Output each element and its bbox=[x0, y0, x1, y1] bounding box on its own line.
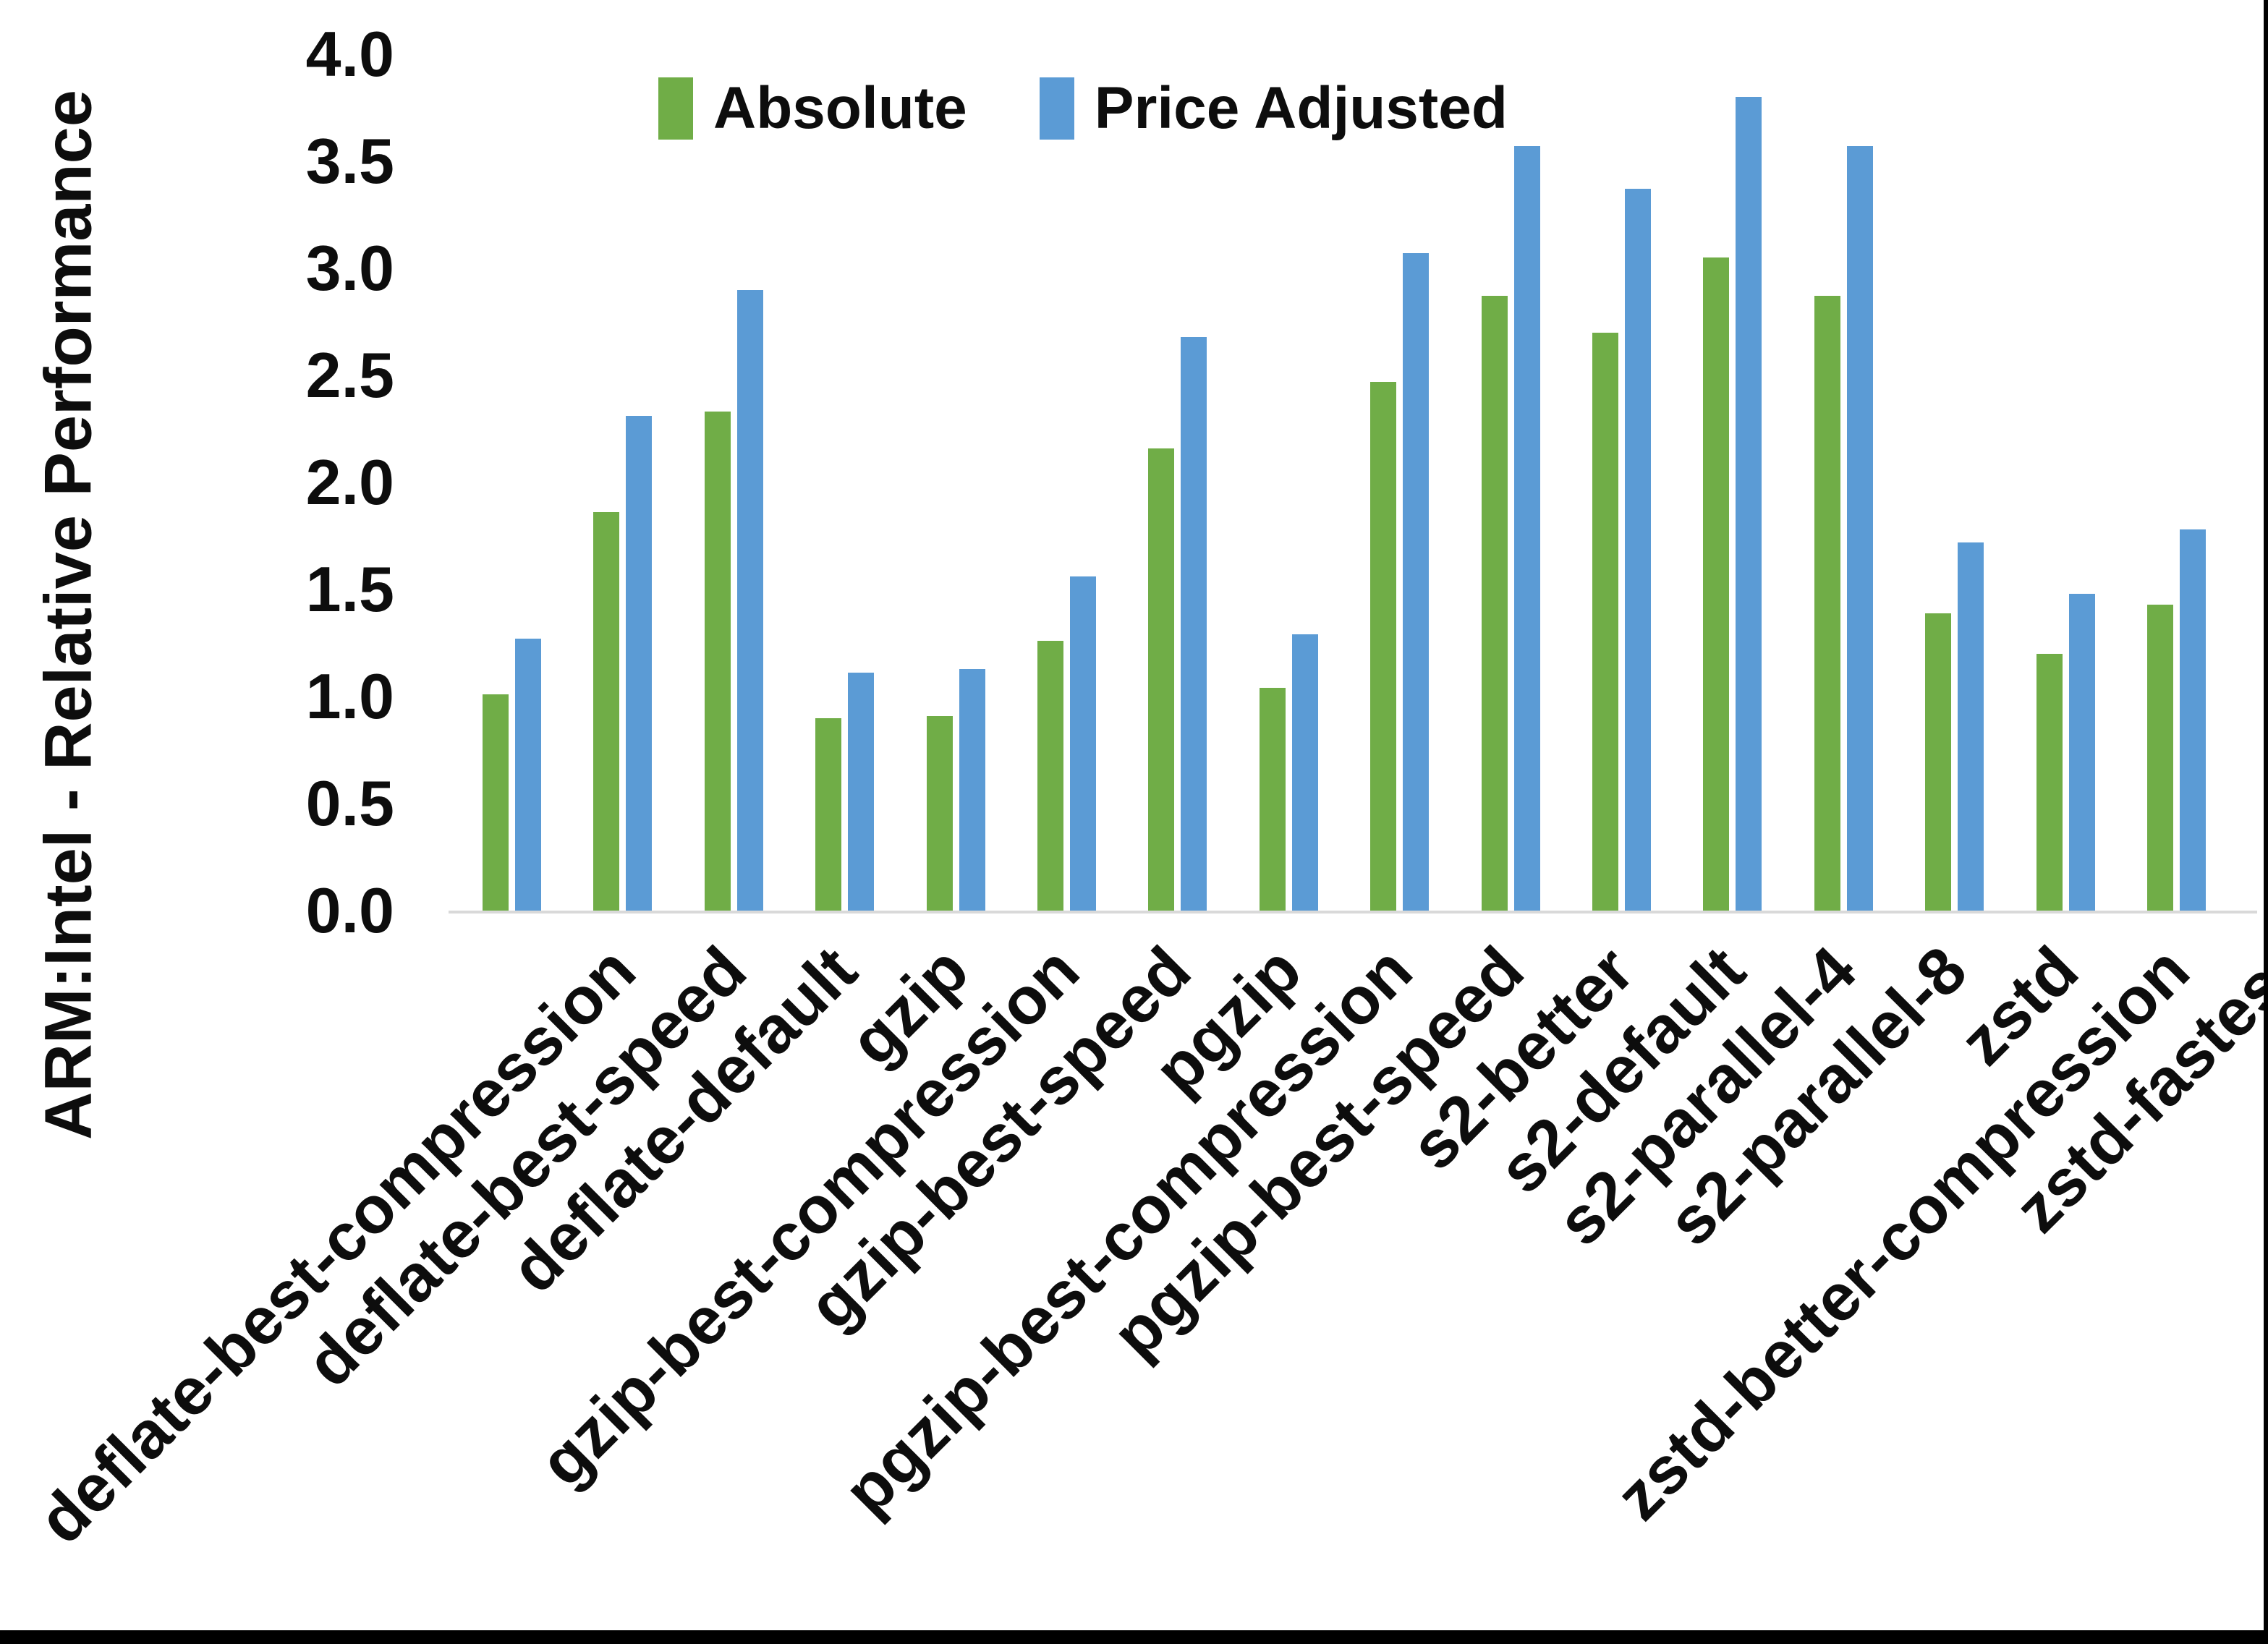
bar-price-adjusted-zstd-better-compression bbox=[2069, 594, 2095, 911]
bar-price-adjusted-pgzip bbox=[1181, 337, 1207, 911]
y-tick-label-3.0: 3.0 bbox=[305, 232, 394, 304]
bar-absolute-zstd-fastest bbox=[2147, 605, 2173, 911]
bar-price-adjusted-deflate-best-compression bbox=[515, 639, 541, 911]
y-tick-label-0.5: 0.5 bbox=[305, 767, 394, 839]
x-axis-line bbox=[449, 911, 2257, 913]
bar-absolute-s2-parallel-8 bbox=[1814, 296, 1840, 911]
legend-label-absolute: Absolute bbox=[713, 75, 967, 141]
bar-price-adjusted-gzip-best-speed bbox=[1070, 576, 1096, 911]
bar-price-adjusted-s2-parallel-4 bbox=[1736, 97, 1762, 911]
legend-swatch-absolute bbox=[658, 77, 693, 140]
y-tick-label-2.5: 2.5 bbox=[305, 339, 394, 411]
bar-price-adjusted-zstd-fastest bbox=[2180, 529, 2206, 911]
bar-price-adjusted-gzip-best-compression bbox=[959, 669, 985, 911]
bar-price-adjusted-pgzip-best-speed bbox=[1403, 253, 1429, 911]
bar-absolute-deflate-default bbox=[705, 412, 731, 911]
bar-absolute-pgzip-best-speed bbox=[1370, 382, 1396, 911]
screenshot-right-border bbox=[2264, 0, 2268, 1644]
bar-absolute-zstd bbox=[1925, 613, 1951, 911]
y-tick-label-0.0: 0.0 bbox=[305, 874, 394, 946]
legend-label-price-adjusted: Price Adjusted bbox=[1094, 75, 1508, 141]
bar-absolute-pgzip-best-compression bbox=[1260, 688, 1286, 911]
bar-price-adjusted-pgzip-best-compression bbox=[1292, 634, 1318, 911]
bar-price-adjusted-s2-default bbox=[1625, 189, 1651, 911]
bar-price-adjusted-zstd bbox=[1958, 542, 1984, 911]
bar-absolute-zstd-better-compression bbox=[2036, 654, 2063, 911]
bar-absolute-deflate-best-compression bbox=[483, 694, 509, 911]
bar-absolute-s2-default bbox=[1592, 333, 1618, 911]
bar-absolute-pgzip bbox=[1148, 448, 1174, 911]
bar-price-adjusted-deflate-default bbox=[737, 290, 763, 911]
bar-price-adjusted-s2-better bbox=[1514, 146, 1540, 911]
legend-swatch-price-adjusted bbox=[1039, 77, 1074, 140]
y-tick-label-2.0: 2.0 bbox=[305, 446, 394, 518]
legend: Absolute Price Adjusted bbox=[658, 72, 1508, 145]
bar-absolute-gzip-best-speed bbox=[1037, 641, 1063, 911]
bar-absolute-deflate-best-speed bbox=[593, 512, 619, 911]
screenshot-bottom-border bbox=[0, 1630, 2268, 1644]
y-tick-label-3.5: 3.5 bbox=[305, 125, 394, 197]
bar-absolute-gzip bbox=[815, 718, 841, 911]
y-tick-label-1.5: 1.5 bbox=[305, 553, 394, 625]
bar-absolute-gzip-best-compression bbox=[927, 716, 953, 911]
bar-absolute-s2-better bbox=[1482, 296, 1508, 911]
bar-absolute-s2-parallel-4 bbox=[1703, 257, 1729, 911]
bar-price-adjusted-s2-parallel-8 bbox=[1847, 146, 1873, 911]
bar-price-adjusted-gzip bbox=[848, 673, 874, 911]
y-tick-label-1.0: 1.0 bbox=[305, 660, 394, 732]
y-tick-label-4.0: 4.0 bbox=[305, 18, 394, 90]
bar-price-adjusted-deflate-best-speed bbox=[626, 416, 652, 911]
